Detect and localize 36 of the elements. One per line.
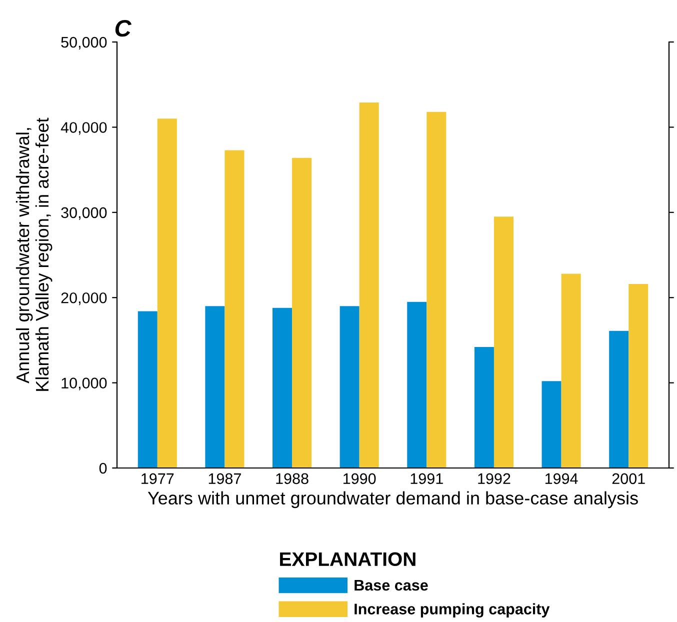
y-tick-label: 40,000 [60,122,107,135]
bar [628,284,648,468]
x-tick-label: 1988 [276,473,308,484]
legend-title: EXPLANATION [280,552,416,566]
bar [426,112,446,468]
y-tick-label: 0 [99,462,107,474]
bar [542,381,562,468]
bar [157,118,177,468]
bar [407,302,427,468]
y-tick-label: 50,000 [61,36,107,50]
y-axis-title: Annual groundwater withdrawal, Klamath Valley region, in acre-feet [16,118,52,391]
x-tick-label: 2001 [612,473,645,484]
x-axis-title: Years with unmet groundwater demand in base-case analysis [148,491,638,508]
bar [138,311,158,468]
chart-title: C [115,20,132,37]
x-tick-label: 1990 [344,473,376,484]
y-tick-label: 30,000 [61,207,107,220]
x-tick-label: 1991 [410,473,443,484]
bar [272,308,292,468]
bar [609,330,629,468]
x-tick-label: 1987 [208,473,241,484]
y-tick-label: 20,000 [61,292,107,306]
legend-label: Base case [354,580,428,591]
bar [224,150,244,468]
x-tick-label: 1977 [142,473,174,484]
y-tick-label: 10,000 [62,378,107,390]
legend-label: Increase pumping capacity [354,603,550,618]
bar [561,274,581,468]
x-tick-label: 1992 [478,473,510,484]
bar [494,216,514,468]
bar [205,306,225,468]
x-tick-label: 1994 [545,473,578,484]
bar [474,347,494,468]
bar [340,306,360,468]
bar [292,158,312,468]
bar [359,102,379,468]
